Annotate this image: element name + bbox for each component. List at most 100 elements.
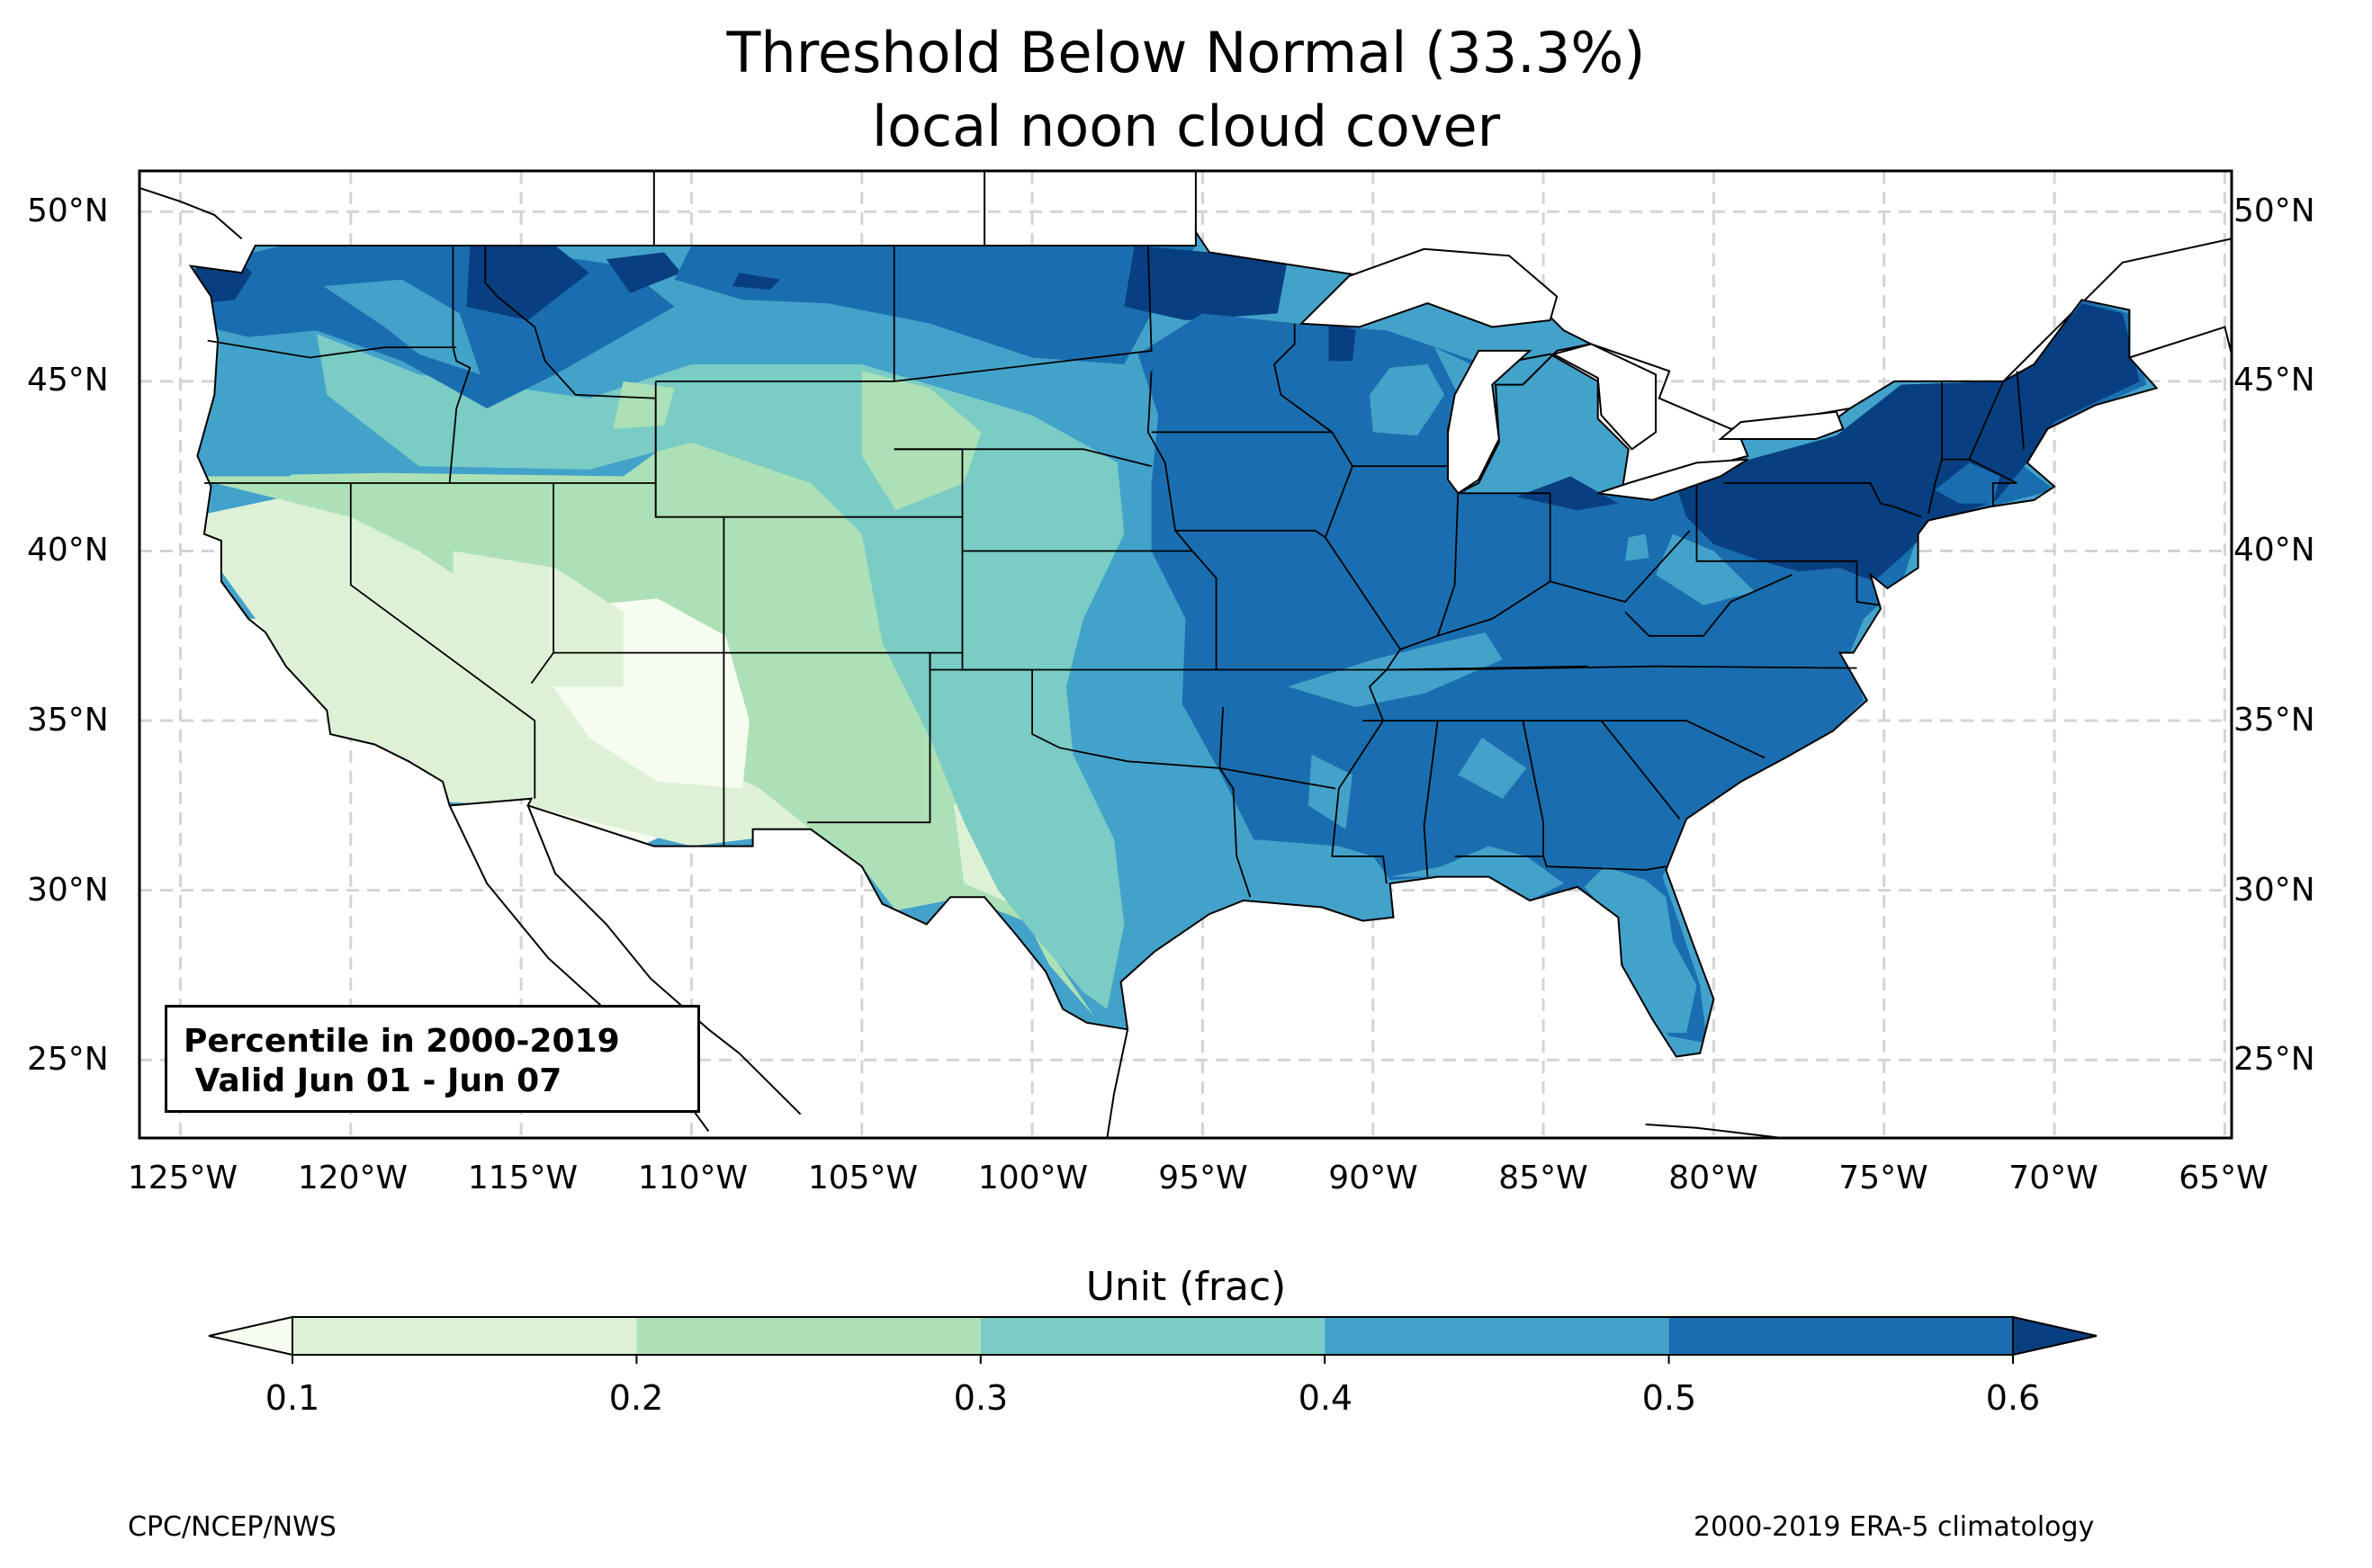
field-contour-b4 <box>323 279 481 375</box>
state-border <box>894 448 1152 468</box>
state-border <box>448 246 472 484</box>
field-contour-over <box>466 246 589 320</box>
colorbar-tick-label: 0.5 <box>1641 1378 1697 1418</box>
state-border <box>207 339 457 359</box>
colorbar-frame <box>292 1316 2014 1356</box>
great-lake <box>1718 410 1845 440</box>
field-contour-b5 <box>1935 462 2000 504</box>
state-border <box>1624 574 1792 637</box>
great-lake <box>1298 247 1559 328</box>
lon-tick-label: 75°W <box>1838 1160 1928 1196</box>
lon-tick-label: 70°W <box>2008 1160 2098 1196</box>
lon-tick-label: 85°W <box>1498 1160 1588 1196</box>
state-border <box>1927 381 1943 515</box>
colorbar-segment <box>1325 1317 1669 1355</box>
state-border <box>2016 371 2025 450</box>
lon-tick-label: 65°W <box>2179 1160 2269 1196</box>
state-border <box>553 651 1217 671</box>
lon-tick-label: 115°W <box>467 1160 579 1196</box>
state-border <box>1542 856 1667 871</box>
colorbar <box>208 1315 2098 1364</box>
lon-tick-label: 80°W <box>1668 1160 1758 1196</box>
state-border <box>1695 483 1857 562</box>
mexico-gulf-coast <box>1106 1029 1129 1138</box>
lat-tick-label-right: 40°N <box>2233 532 2315 569</box>
field-contour-b4 <box>1370 364 1445 436</box>
field-contour-b4 <box>201 394 317 477</box>
field-contour-over <box>1328 320 1356 362</box>
field-contour-b2 <box>861 371 982 511</box>
field-contour-over <box>606 252 682 293</box>
field-contour-b4 <box>1307 754 1352 829</box>
state-border <box>349 483 536 799</box>
lon-tick-label: 120°W <box>297 1160 409 1196</box>
colorbar-tick-label: 0.6 <box>1985 1378 2041 1418</box>
cloud-cover-field <box>190 231 2157 1057</box>
lon-tick-label: 95°W <box>1158 1160 1248 1196</box>
lat-tick-label-right: 35°N <box>2233 702 2315 739</box>
state-border <box>1399 580 1551 650</box>
info-box-line-2: Valid Jun 01 - Jun 07 <box>184 1062 562 1099</box>
lon-tick-label: 125°W <box>127 1160 238 1196</box>
colorbar-segment <box>1668 1317 2013 1355</box>
state-border <box>1436 489 1460 637</box>
state-border <box>1550 530 1691 604</box>
colorbar-segment <box>292 1317 637 1355</box>
colorbar-segment <box>636 1317 981 1355</box>
state-border <box>1325 536 1402 884</box>
colorbar-tick-label: 0.3 <box>953 1378 1009 1418</box>
map-subtitle: local noon cloud cover <box>871 94 1501 159</box>
lon-tick-label: 90°W <box>1328 1160 1418 1196</box>
field-contour-b5 <box>674 246 1196 364</box>
lat-tick-label: 50°N <box>27 193 109 229</box>
state-border <box>1386 665 1588 671</box>
maritimes-coast <box>2129 326 2232 359</box>
colorbar-segment <box>980 1317 1325 1355</box>
lon-tick-label: 110°W <box>637 1160 749 1196</box>
info-box-line-1: Percentile in 2000-2019 <box>184 1023 620 1060</box>
field-contour-over <box>732 273 780 290</box>
state-border <box>1151 431 1353 539</box>
lat-tick-label-right: 50°N <box>2233 193 2315 229</box>
state-border <box>1273 323 1333 434</box>
state-border <box>807 652 931 824</box>
state-border <box>929 652 1252 898</box>
state-border <box>1855 560 1882 606</box>
colorbar-over-extend <box>2012 1315 2098 1357</box>
state-border <box>894 245 1153 382</box>
great-lake <box>1447 349 1532 495</box>
lat-tick-label: 45°N <box>27 362 109 399</box>
state-borders <box>188 228 2159 1058</box>
colorbar-tick-label: 0.1 <box>265 1378 320 1418</box>
lat-tick-label-right: 45°N <box>2233 362 2315 399</box>
field-contour-b4 <box>1625 533 1649 561</box>
great-lake <box>1597 458 1748 501</box>
state-border <box>1423 720 1439 877</box>
lat-tick-label: 40°N <box>27 532 109 569</box>
colorbar-label: Unit (frac) <box>1085 1264 1287 1310</box>
map-title: Threshold Below Normal (33.3%) <box>726 20 1646 85</box>
footer-credit: CPC/NCEP/NWS <box>128 1511 337 1543</box>
field-contour-b2 <box>613 381 675 429</box>
lon-tick-label: 105°W <box>807 1160 919 1196</box>
footer-source: 2000-2019 ERA-5 climatology <box>1694 1511 2095 1543</box>
map-frame <box>138 169 2233 1140</box>
colorbar-under-extend <box>208 1315 293 1357</box>
lat-tick-label: 35°N <box>27 702 109 739</box>
lat-tick-label: 30°N <box>27 872 109 909</box>
field-contour-over <box>1124 246 1289 320</box>
colorbar-tick-label: 0.2 <box>608 1378 664 1418</box>
lon-tick-label: 100°W <box>977 1160 1089 1196</box>
field-contour-b4 <box>1656 533 1755 605</box>
st-lawrence-coast <box>2002 237 2232 382</box>
lat-tick-label: 25°N <box>27 1041 109 1078</box>
field-contour-b3 <box>316 334 1125 1009</box>
field-contour-over <box>1515 476 1619 511</box>
field-contour-b4 <box>1584 866 1697 1034</box>
state-border <box>1454 720 1544 857</box>
lat-tick-label-right: 25°N <box>2233 1041 2315 1078</box>
mexico-mainland-coast <box>526 805 802 1116</box>
field-contour-b4 <box>1458 737 1527 799</box>
state-border <box>1600 720 1681 820</box>
